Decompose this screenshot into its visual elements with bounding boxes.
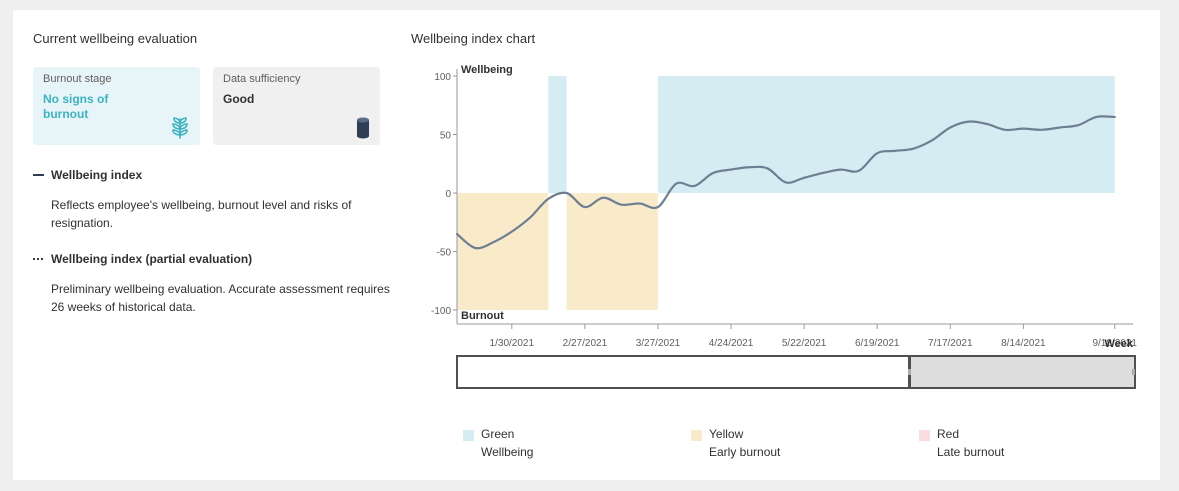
- zone-green-1: [548, 76, 567, 193]
- legend-sub: Late burnout: [937, 445, 1005, 459]
- y-tick-label: 50: [440, 131, 452, 142]
- x-tick-label: 3/27/2021: [636, 338, 681, 349]
- burnout-stage-label: Burnout stage: [43, 73, 112, 85]
- database-icon: [357, 117, 369, 139]
- x-tick-label: 1/30/2021: [490, 338, 535, 349]
- x-tick-label: 2/27/2021: [563, 338, 608, 349]
- data-sufficiency-card: Data sufficiency Good: [213, 67, 380, 145]
- dotted-line-icon: [33, 258, 43, 260]
- zone-yellow-0: [457, 193, 549, 310]
- current-evaluation-title: Current wellbeing evaluation: [33, 31, 198, 46]
- zone-yellow-2: [566, 193, 658, 310]
- burnout-stage-card: Burnout stage No signs of burnout: [33, 67, 200, 145]
- wellbeing-index-chart: 100 50 0 -50 -100 1/30/2021 2/27/2021 3/27/2021…: [431, 64, 1137, 350]
- legend-title: Wellbeing index (partial evaluation): [51, 252, 253, 266]
- data-sufficiency-label: Data sufficiency: [223, 73, 301, 85]
- slider-selection[interactable]: [908, 357, 1135, 387]
- y-tick-label: 0: [445, 189, 451, 200]
- solid-line-icon: [33, 174, 44, 176]
- x-axis-label: Week: [1104, 338, 1133, 350]
- y-tick-label: -100: [431, 306, 451, 317]
- legend-title: Wellbeing index: [51, 168, 143, 182]
- legend-description: Preliminary wellbeing evaluation. Accura…: [51, 282, 390, 314]
- legend-wellbeing-index: Wellbeing index Reflects employee's well…: [33, 168, 403, 232]
- wellbeing-index-line: [455, 115, 1116, 250]
- x-tick-label: 6/19/2021: [855, 338, 900, 349]
- x-tick-label: 8/14/2021: [1001, 338, 1046, 349]
- legend-partial-index: Wellbeing index (partial evaluation) Pre…: [33, 252, 403, 316]
- bottom-label: Burnout: [461, 310, 504, 322]
- data-sufficiency-value: Good: [223, 92, 255, 106]
- legend-name: Green: [481, 427, 515, 441]
- slider-left-handle[interactable]: [908, 369, 911, 375]
- green-swatch: [463, 430, 474, 441]
- ticks-layer: 100 50 0 -50 -100 1/30/2021 2/27/2021 3/27/2021…: [431, 72, 1137, 349]
- y-tick-label: 100: [434, 72, 451, 83]
- x-tick-label: 7/17/2021: [928, 338, 973, 349]
- legend-name: Red: [937, 427, 960, 441]
- wellbeing-panel: Current wellbeing evaluation Burnout sta…: [13, 10, 1160, 480]
- legend-sub: Wellbeing: [481, 445, 534, 459]
- legend-description: Reflects employee's wellbeing, burnout l…: [51, 198, 352, 230]
- sprout-icon: [172, 117, 188, 139]
- chart-title: Wellbeing index chart: [411, 31, 536, 46]
- y-tick-label: -50: [437, 248, 452, 259]
- red-swatch: [919, 430, 930, 441]
- zones-layer: [457, 76, 1115, 310]
- zone-green-3: [657, 76, 1115, 193]
- x-tick-label: 9/18/2021: [1092, 338, 1137, 349]
- legend-sub: Early burnout: [709, 445, 781, 459]
- yellow-swatch: [691, 430, 702, 441]
- burnout-stage-value: No signs of burnout: [43, 92, 109, 121]
- top-label: Wellbeing: [461, 64, 513, 76]
- x-tick-label: 5/22/2021: [782, 338, 827, 349]
- slider-right-handle[interactable]: [1132, 369, 1135, 375]
- legend-name: Yellow: [709, 427, 744, 441]
- x-tick-label: 4/24/2021: [709, 338, 754, 349]
- time-range-slider[interactable]: [456, 355, 1136, 389]
